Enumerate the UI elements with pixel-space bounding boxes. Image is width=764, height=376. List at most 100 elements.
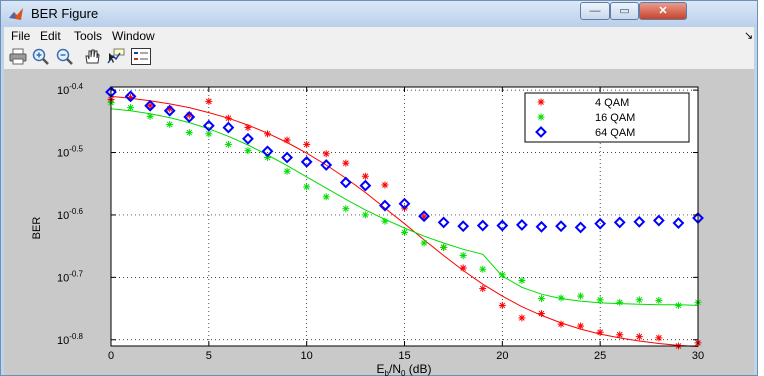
print-icon[interactable] bbox=[8, 47, 28, 66]
legend-box bbox=[524, 92, 690, 143]
marker-64qam bbox=[379, 199, 391, 212]
matlab-icon bbox=[9, 8, 23, 20]
marker-4qam bbox=[361, 172, 369, 180]
x-tick-label: 0 bbox=[108, 350, 114, 362]
marker-4qam bbox=[655, 334, 663, 342]
menu-edit[interactable]: Edit bbox=[40, 29, 61, 43]
data-markers bbox=[105, 86, 704, 350]
marker-4qam bbox=[557, 320, 565, 328]
marker-4qam bbox=[381, 181, 389, 189]
legend-icon[interactable] bbox=[130, 47, 152, 66]
legend-marker-64qam bbox=[535, 126, 547, 138]
marker-64qam bbox=[418, 210, 430, 223]
marker-64qam bbox=[398, 197, 411, 210]
marker-4qam bbox=[224, 114, 232, 122]
marker-64qam bbox=[202, 119, 215, 132]
legend-marker-16qam bbox=[537, 113, 545, 121]
marker-64qam bbox=[652, 214, 665, 227]
y-axis-label: BER bbox=[31, 217, 43, 240]
marker-64qam bbox=[222, 121, 235, 134]
marker-16qam bbox=[185, 129, 193, 137]
marker-16qam bbox=[498, 271, 506, 279]
marker-16qam bbox=[166, 120, 174, 128]
marker-64qam bbox=[183, 111, 196, 123]
menu-tools[interactable]: Tools bbox=[74, 29, 103, 43]
legend[interactable]: 4 QAM 16 QAM 64 QAM bbox=[524, 92, 690, 143]
y-tick-label: 10-0.5 bbox=[57, 145, 84, 160]
marker-64qam bbox=[320, 159, 333, 171]
menu-window[interactable]: Window bbox=[112, 29, 155, 43]
x-tick-label: 25 bbox=[594, 350, 606, 362]
marker-4qam bbox=[616, 331, 624, 339]
marker-4qam bbox=[244, 124, 252, 132]
marker-64qam bbox=[633, 215, 646, 228]
marker-4qam bbox=[264, 130, 272, 138]
marker-64qam bbox=[496, 219, 509, 232]
marker-16qam bbox=[518, 276, 526, 284]
legend-label-4qam: 4 QAM bbox=[595, 97, 629, 109]
title-bar[interactable]: BER Figure — ▭ ✕ bbox=[1, 1, 757, 27]
marker-64qam bbox=[124, 90, 137, 103]
marker-16qam bbox=[635, 296, 643, 304]
maximize-button[interactable]: ▭ bbox=[610, 2, 639, 20]
marker-16qam bbox=[244, 147, 252, 155]
marker-16qam bbox=[342, 205, 350, 213]
marker-4qam bbox=[596, 328, 604, 336]
marker-16qam bbox=[440, 243, 448, 251]
marker-64qam bbox=[300, 155, 313, 168]
zoom-out-icon[interactable] bbox=[55, 47, 75, 66]
marker-4qam bbox=[518, 314, 526, 322]
marker-16qam bbox=[459, 252, 467, 260]
marker-64qam bbox=[594, 217, 607, 230]
marker-16qam bbox=[655, 296, 663, 304]
y-tick-label: 10-0.6 bbox=[57, 207, 84, 222]
x-tick-label: 15 bbox=[398, 350, 410, 362]
marker-16qam bbox=[557, 294, 565, 302]
marker-64qam bbox=[242, 132, 254, 145]
zoom-in-icon[interactable] bbox=[31, 47, 51, 66]
toolbar bbox=[4, 45, 754, 70]
marker-4qam bbox=[577, 322, 585, 330]
legend-label-64qam: 64 QAM bbox=[595, 127, 635, 139]
marker-64qam bbox=[574, 221, 587, 234]
y-tick-label: 10-0.7 bbox=[57, 269, 84, 284]
marker-16qam bbox=[674, 301, 682, 309]
marker-16qam bbox=[224, 140, 232, 148]
menubar-overflow-icon[interactable]: ↘ bbox=[744, 30, 754, 42]
window-title: BER Figure bbox=[31, 6, 99, 21]
marker-64qam bbox=[359, 179, 372, 192]
marker-64qam bbox=[555, 220, 567, 233]
data-cursor-icon[interactable] bbox=[106, 47, 126, 66]
marker-64qam bbox=[281, 151, 294, 164]
close-button[interactable]: ✕ bbox=[639, 2, 687, 20]
menu-file[interactable]: File bbox=[11, 29, 31, 43]
marker-16qam bbox=[283, 167, 291, 175]
marker-64qam bbox=[261, 145, 274, 158]
marker-4qam bbox=[205, 97, 213, 105]
marker-4qam bbox=[459, 264, 467, 272]
marker-16qam bbox=[401, 228, 408, 236]
marker-16qam bbox=[420, 239, 428, 247]
axis-ticks: 0 5 10 15 20 25 30 10-0.4 10-0.5 10-0.6 10-0.7 10-0… bbox=[57, 82, 704, 362]
marker-64qam bbox=[437, 216, 450, 229]
x-tick-label: 20 bbox=[496, 350, 508, 362]
marker-16qam bbox=[577, 292, 585, 300]
marker-4qam bbox=[303, 140, 311, 148]
pan-icon[interactable] bbox=[82, 47, 102, 66]
marker-16qam bbox=[616, 298, 624, 306]
marker-64qam bbox=[672, 217, 685, 229]
marker-64qam bbox=[613, 216, 626, 229]
y-tick-label: 10-0.4 bbox=[57, 82, 84, 97]
marker-16qam bbox=[303, 183, 311, 191]
marker-16qam bbox=[596, 296, 604, 304]
marker-16qam bbox=[127, 104, 135, 112]
x-tick-label: 5 bbox=[206, 350, 212, 362]
marker-4qam bbox=[498, 301, 506, 309]
marker-4qam bbox=[283, 136, 291, 144]
marker-64qam bbox=[144, 99, 157, 112]
marker-4qam bbox=[322, 150, 330, 158]
menu-bar: File Edit Tools Window ↘ bbox=[4, 27, 754, 45]
minimize-button[interactable]: — bbox=[580, 2, 610, 20]
marker-64qam bbox=[339, 176, 352, 189]
